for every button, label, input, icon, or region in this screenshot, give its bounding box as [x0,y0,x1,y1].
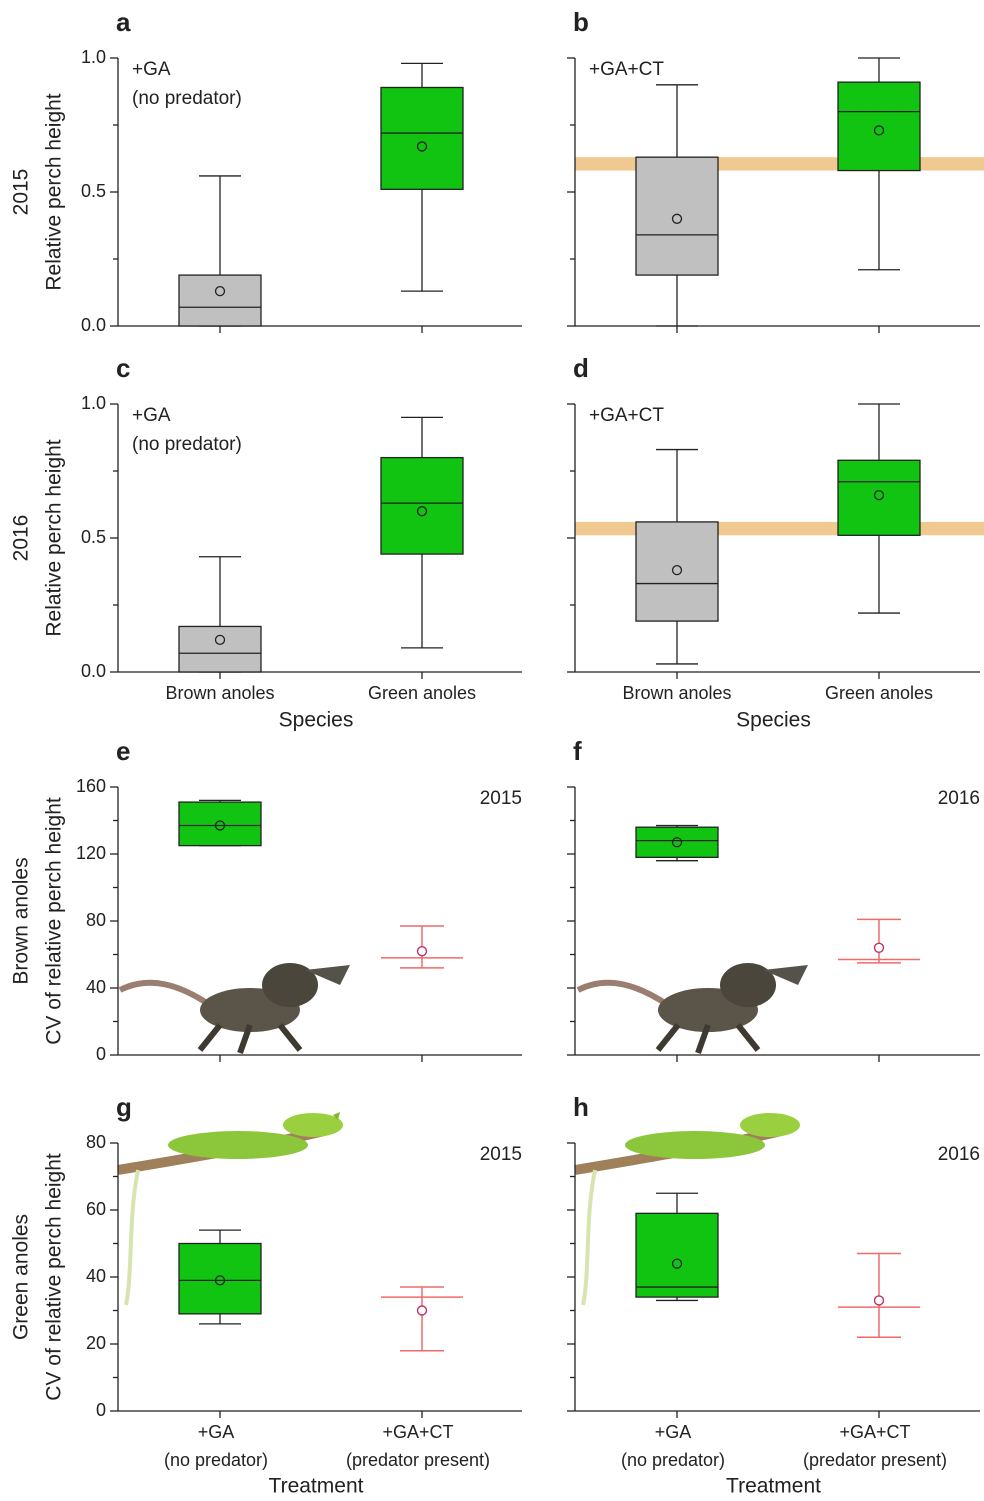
row-label: Green anoles [10,1214,33,1340]
row-label: 2015 [10,169,33,216]
mean [873,125,885,136]
row-label: 2016 [10,515,33,562]
x-axis-label: Species [736,709,811,732]
annotation: 2015 [480,788,522,809]
x-tick-label: (no predator) [164,1450,268,1470]
y-axis-label: CV of relative perch height [43,797,66,1045]
mean [873,489,885,501]
mean [671,837,683,848]
mean [671,213,683,224]
x-tick-label: (predator present) [346,1450,490,1470]
x-axis-label: Treatment [726,1475,821,1498]
mean [416,506,428,517]
panel-letter: d [573,353,589,383]
mean [416,1305,428,1316]
mean [873,942,885,953]
mean [214,286,226,297]
y-tick-label: 0 [96,1400,106,1420]
x-tick-label: Green anoles [825,683,933,703]
y-tick-label: 120 [76,843,106,863]
mean [416,945,428,957]
annotation: +GA [132,59,171,80]
annotation: +GA+CT [589,59,664,80]
box [380,86,464,190]
annotation: +GA+CT [589,405,664,426]
annotation: (no predator) [132,88,242,109]
box [635,826,719,859]
x-tick-label: +GA+CT [382,1422,453,1442]
x-tick-label: +GA+CT [839,1422,910,1442]
y-tick-label: 0.5 [81,181,106,201]
x-tick-label: +GA [198,1422,235,1442]
box [380,456,464,555]
y-tick-label: 40 [86,977,106,997]
annotation: 2016 [938,788,980,809]
x-axis-label: Species [279,709,354,732]
box [635,156,719,276]
y-axis-label: CV of relative perch height [43,1153,66,1401]
y-tick-label: 60 [86,1199,106,1219]
panel-letter: h [573,1092,589,1122]
x-tick-label: (predator present) [803,1450,947,1470]
x-tick-label: Brown anoles [622,683,731,703]
box [178,274,262,327]
y-tick-label: 0.5 [81,527,106,547]
mean [416,141,428,152]
green-anole-photo [574,1113,800,1306]
y-tick-label: 1.0 [81,393,106,413]
y-tick-label: 1.0 [81,47,106,67]
x-tick-label: Green anoles [368,683,476,703]
y-tick-label: 80 [86,910,106,930]
panel-letter: a [116,7,131,37]
annotation: 2015 [480,1144,522,1165]
annotation: 2016 [938,1144,980,1165]
box [178,801,262,847]
x-tick-label: +GA [655,1422,692,1442]
mean [671,1258,683,1269]
mean [214,634,226,645]
box [178,1242,262,1315]
y-tick-label: 20 [86,1333,106,1353]
brown-anole-photo [118,963,350,1055]
y-tick-label: 80 [86,1132,106,1152]
mean [873,1295,885,1306]
panel-letter: b [573,7,589,37]
annotation: +GA [132,405,171,426]
y-tick-label: 40 [86,1266,106,1286]
y-tick-label: 0.0 [81,315,106,335]
y-tick-label: 160 [76,776,106,796]
box [635,1212,719,1298]
panel-letter: c [116,353,130,383]
panel-letter: g [116,1092,132,1122]
mean [214,820,226,831]
row-label: Brown anoles [10,857,33,984]
x-tick-label: Brown anoles [165,683,274,703]
panel-letter: f [573,736,582,766]
mean [214,1275,226,1286]
annotation: (no predator) [132,434,242,455]
brown-anole-photo [576,963,808,1055]
y-tick-label: 0.0 [81,661,106,681]
y-tick-label: 0 [96,1044,106,1064]
x-tick-label: (no predator) [621,1450,725,1470]
box [837,459,921,536]
y-axis-label: Relative perch height [43,93,66,290]
y-axis-label: Relative perch height [43,439,66,636]
mean [671,565,683,576]
green-anole-photo [117,1112,343,1306]
box [178,625,262,673]
x-axis-label: Treatment [269,1475,364,1498]
box [635,521,719,622]
panel-letter: e [116,736,130,766]
